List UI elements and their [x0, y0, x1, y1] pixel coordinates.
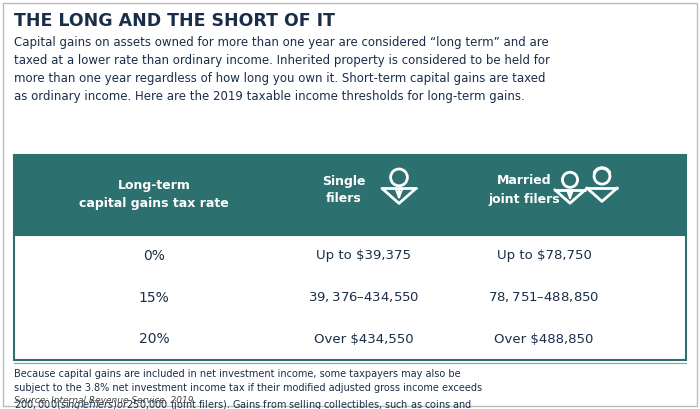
FancyBboxPatch shape: [14, 276, 686, 318]
Text: 20%: 20%: [139, 332, 169, 346]
FancyBboxPatch shape: [14, 318, 686, 360]
Text: Up to $78,750: Up to $78,750: [496, 249, 592, 262]
Text: Over $434,550: Over $434,550: [314, 333, 414, 346]
Text: Because capital gains are included in net investment income, some taxpayers may : Because capital gains are included in ne…: [14, 369, 482, 409]
Text: Capital gains on assets owned for more than one year are considered “long term” : Capital gains on assets owned for more t…: [14, 36, 550, 103]
Text: $39,376–$434,550: $39,376–$434,550: [308, 290, 420, 304]
FancyBboxPatch shape: [14, 155, 686, 235]
Text: $78,751–$488,850: $78,751–$488,850: [489, 290, 600, 304]
Text: THE LONG AND THE SHORT OF IT: THE LONG AND THE SHORT OF IT: [14, 12, 335, 30]
Text: Married
joint filers: Married joint filers: [488, 175, 560, 205]
Text: Over $488,850: Over $488,850: [494, 333, 594, 346]
Text: Single
filers: Single filers: [322, 175, 365, 205]
Text: Long-term
capital gains tax rate: Long-term capital gains tax rate: [79, 180, 229, 211]
FancyBboxPatch shape: [14, 235, 686, 276]
Text: 15%: 15%: [139, 290, 169, 304]
Text: Up to $39,375: Up to $39,375: [316, 249, 412, 262]
Text: 0%: 0%: [143, 249, 165, 263]
Text: Source: Internal Revenue Service, 2019: Source: Internal Revenue Service, 2019: [14, 396, 193, 405]
